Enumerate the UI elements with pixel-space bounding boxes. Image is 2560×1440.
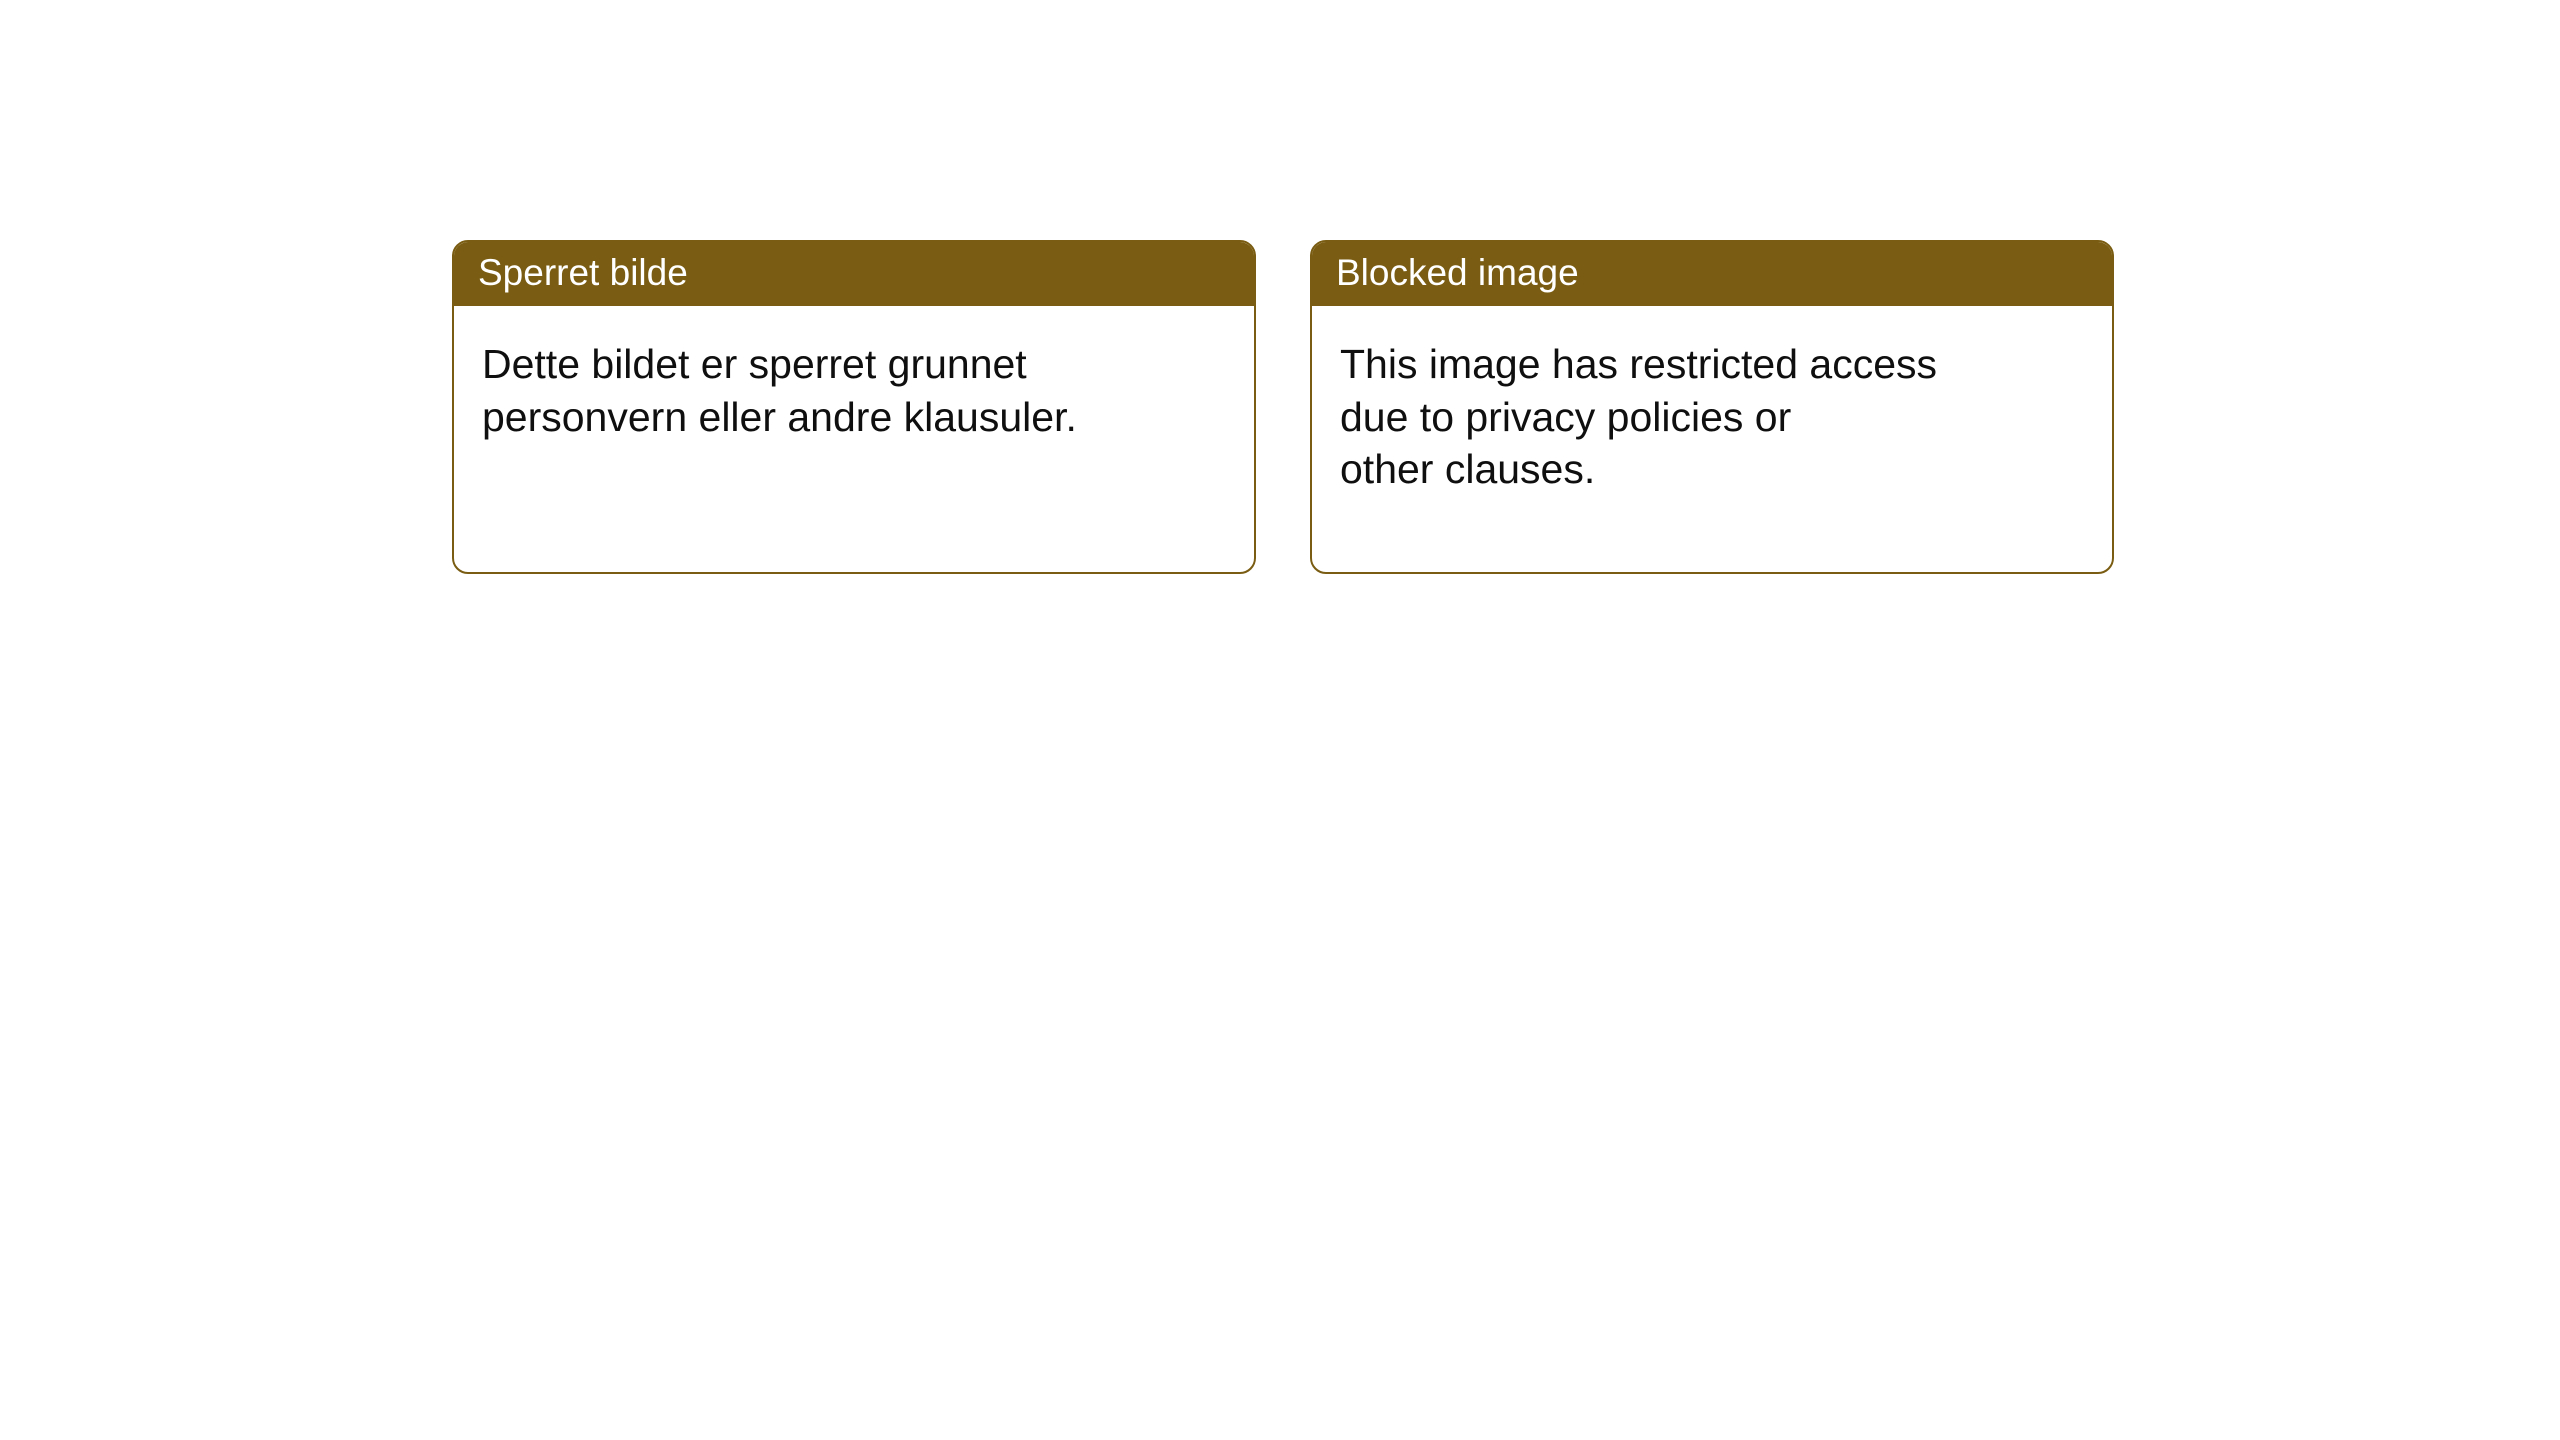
notice-card-body: Dette bildet er sperret grunnet personve… xyxy=(454,306,1254,572)
notice-card-title: Sperret bilde xyxy=(454,242,1254,306)
notice-cards-row: Sperret bilde Dette bildet er sperret gr… xyxy=(452,240,2114,574)
notice-card-en: Blocked image This image has restricted … xyxy=(1310,240,2114,574)
notice-card-title: Blocked image xyxy=(1312,242,2112,306)
notice-card-no: Sperret bilde Dette bildet er sperret gr… xyxy=(452,240,1256,574)
notice-card-body: This image has restricted access due to … xyxy=(1312,306,2112,572)
